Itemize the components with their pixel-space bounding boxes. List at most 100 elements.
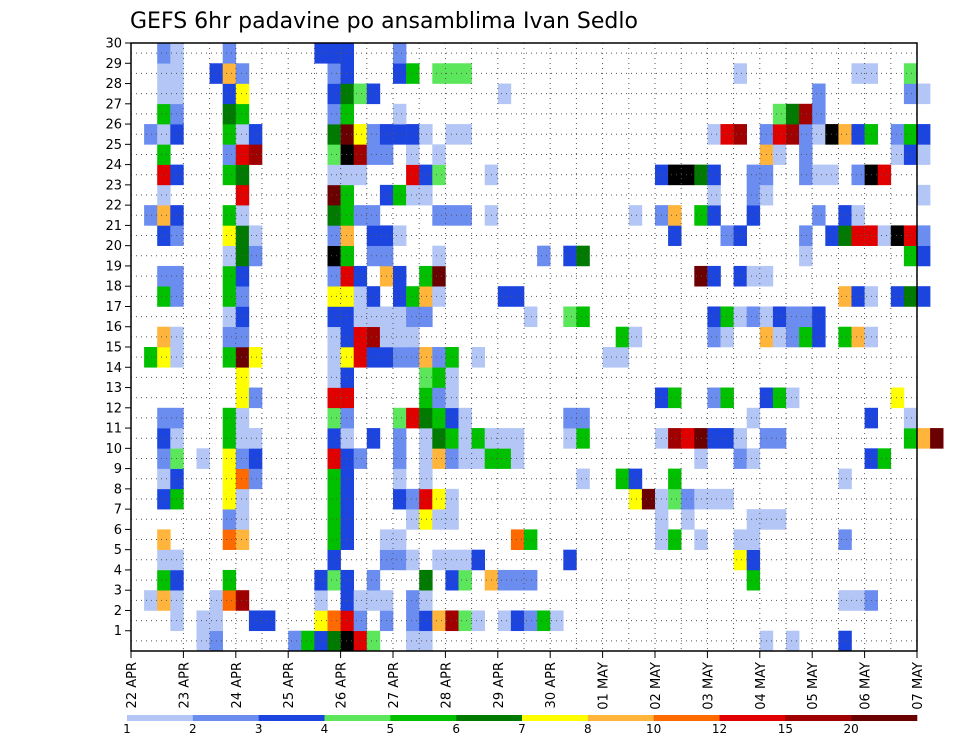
data-cell <box>157 428 171 449</box>
data-cell <box>524 529 538 550</box>
data-cell <box>327 184 341 206</box>
data-cell <box>903 286 918 307</box>
data-cell <box>393 407 407 429</box>
data-cell <box>799 306 813 328</box>
legend-label: 3 <box>255 722 263 736</box>
data-cell <box>668 225 682 246</box>
data-cell <box>235 83 250 105</box>
data-cell <box>510 610 525 632</box>
x-tick-label: 23 APR <box>177 662 192 708</box>
data-cell <box>720 387 734 409</box>
data-cell <box>157 529 171 550</box>
data-cell <box>222 569 237 591</box>
data-cell <box>340 347 354 368</box>
x-tick-label: 25 APR <box>282 662 297 708</box>
data-cell <box>903 428 918 449</box>
data-cell <box>222 205 237 226</box>
data-cell <box>419 610 433 632</box>
y-tick-label: 25 <box>105 138 122 153</box>
data-cell <box>353 630 368 652</box>
data-cell <box>707 488 721 510</box>
data-cell <box>157 549 171 571</box>
data-cell <box>510 428 525 449</box>
legend-swatch <box>390 715 457 721</box>
data-cell <box>733 306 747 328</box>
data-cell <box>340 184 354 206</box>
data-cell <box>144 347 158 368</box>
data-cell <box>432 509 446 530</box>
data-cell <box>432 407 446 429</box>
data-cell <box>327 306 341 328</box>
data-cell <box>248 144 263 165</box>
data-cell <box>903 245 918 267</box>
data-cell <box>235 306 250 328</box>
data-cell <box>497 448 512 469</box>
data-cell <box>353 286 368 307</box>
data-cell <box>733 448 747 469</box>
data-cell <box>340 468 354 490</box>
data-cell <box>340 448 354 469</box>
data-cell <box>406 286 420 307</box>
data-cell <box>419 630 433 652</box>
data-cell <box>668 468 682 490</box>
data-cell <box>366 286 381 307</box>
data-cell <box>327 630 341 652</box>
data-cell <box>144 124 158 145</box>
data-cell <box>903 83 918 105</box>
data-cell <box>340 245 354 267</box>
data-cell <box>157 347 171 368</box>
data-cell <box>903 144 918 165</box>
y-tick-label: 2 <box>114 604 122 619</box>
data-cell <box>890 144 905 165</box>
data-cell <box>327 347 341 368</box>
data-cell <box>301 630 315 652</box>
data-cell <box>917 286 931 307</box>
data-cell <box>668 387 682 409</box>
data-cell <box>157 326 171 348</box>
data-cell <box>340 103 354 125</box>
data-cell <box>327 529 341 550</box>
data-cell <box>235 63 250 84</box>
data-cell <box>327 265 341 287</box>
data-cell <box>248 428 263 449</box>
data-cell <box>668 529 682 550</box>
data-cell <box>157 43 171 64</box>
y-tick-label: 19 <box>105 259 122 274</box>
data-cell <box>406 184 420 206</box>
data-cell <box>510 286 525 307</box>
data-cell <box>615 326 630 348</box>
data-cell <box>340 488 354 510</box>
data-cell <box>432 144 446 165</box>
data-cell <box>445 549 459 571</box>
data-cell <box>419 569 433 591</box>
data-cell <box>537 610 551 632</box>
data-cell <box>812 205 826 226</box>
data-cell <box>222 83 237 105</box>
data-cell <box>917 83 931 105</box>
data-cell <box>733 124 747 145</box>
data-cell <box>353 205 368 226</box>
data-cell <box>838 124 852 145</box>
data-cell <box>157 407 171 429</box>
y-tick-label: 13 <box>105 381 122 396</box>
data-cell <box>366 144 381 165</box>
data-cell <box>144 590 158 611</box>
data-cell <box>406 509 420 530</box>
data-cell <box>340 124 354 145</box>
data-cell <box>851 286 865 307</box>
data-cell <box>406 144 420 165</box>
data-cell <box>235 225 250 246</box>
data-cell <box>746 265 761 287</box>
data-cell <box>157 124 171 145</box>
data-cell <box>393 428 407 449</box>
data-cell <box>157 225 171 246</box>
data-cell <box>746 184 761 206</box>
legend-label: 2 <box>189 722 197 736</box>
data-cell <box>720 326 734 348</box>
data-cell <box>838 590 852 611</box>
data-cell <box>838 630 852 652</box>
data-cell <box>772 326 787 348</box>
data-cell <box>157 184 171 206</box>
data-cell <box>707 205 721 226</box>
data-cell <box>445 610 459 632</box>
